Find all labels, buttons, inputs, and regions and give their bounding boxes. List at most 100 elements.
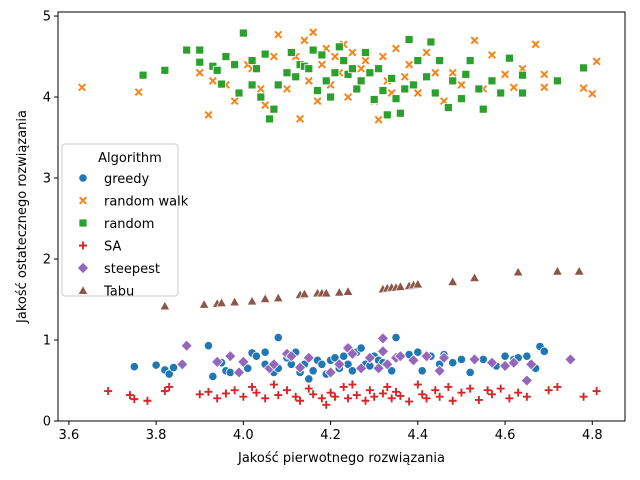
data-point — [265, 114, 274, 124]
legend-entry-label: steepest — [104, 262, 160, 277]
data-point — [356, 343, 366, 353]
axis-ticks: 3.6 3.8 4.0 4.2 4.4 4.6 4.8 0 1 2 3 4 5 — [43, 10, 603, 443]
data-point — [448, 396, 457, 405]
plot-area-frame — [57, 11, 626, 422]
data-point — [321, 76, 331, 86]
data-point — [313, 86, 322, 95]
data-point — [544, 386, 553, 395]
data-point — [407, 354, 420, 367]
plot-marks — [78, 28, 601, 409]
data-point — [405, 397, 414, 406]
data-point — [317, 50, 327, 60]
data-point — [252, 388, 261, 397]
data-point — [211, 355, 224, 369]
y-tick-label: 4 — [43, 91, 51, 106]
data-point — [299, 288, 310, 298]
data-point — [507, 356, 520, 369]
data-point — [348, 380, 357, 389]
data-point — [456, 354, 467, 365]
data-point — [251, 351, 262, 361]
data-point — [369, 95, 379, 104]
data-point — [430, 88, 440, 98]
data-point — [552, 76, 562, 86]
legend-marker — [76, 261, 90, 275]
x-tick-label: 4.2 — [320, 428, 341, 443]
data-point — [487, 390, 496, 399]
data-point — [176, 358, 189, 371]
data-point — [344, 394, 353, 403]
data-point — [339, 382, 348, 391]
data-point — [413, 56, 423, 65]
data-point — [383, 382, 392, 391]
data-point — [182, 45, 192, 55]
data-point — [234, 88, 244, 98]
data-point — [330, 68, 340, 78]
y-tick-label: 5 — [43, 10, 51, 25]
data-point — [330, 392, 339, 401]
data-point — [347, 366, 358, 376]
data-point — [259, 293, 271, 303]
data-point — [540, 70, 549, 79]
data-point — [273, 332, 283, 343]
data-point — [592, 387, 601, 396]
data-point — [522, 351, 532, 361]
data-point — [348, 64, 357, 74]
data-point — [313, 97, 322, 106]
data-point — [216, 297, 227, 307]
data-point — [252, 64, 261, 74]
data-point — [213, 394, 222, 403]
y-axis-label: Jakość ostatecznego rozwiązania — [15, 110, 30, 324]
data-point — [267, 358, 281, 371]
data-point — [520, 374, 534, 387]
data-point — [448, 68, 457, 77]
data-point — [376, 332, 390, 345]
data-point — [392, 44, 400, 53]
data-point — [342, 285, 354, 296]
data-point — [374, 115, 383, 124]
data-point — [212, 65, 222, 75]
data-point — [501, 70, 510, 79]
data-point — [365, 68, 375, 78]
data-point — [334, 42, 344, 52]
data-point — [291, 392, 300, 401]
data-point — [509, 83, 518, 92]
data-point — [261, 394, 270, 403]
data-point — [378, 389, 387, 398]
data-point — [304, 374, 314, 384]
data-point — [352, 84, 362, 94]
data-point — [372, 362, 385, 375]
data-point — [309, 28, 318, 37]
series-sa — [104, 380, 601, 409]
data-point — [478, 104, 488, 114]
data-point — [348, 48, 357, 57]
x-tick-label: 4.4 — [407, 428, 428, 443]
data-point — [333, 358, 346, 371]
data-point — [418, 390, 427, 399]
data-point — [426, 37, 436, 47]
data-point — [317, 359, 327, 369]
data-point — [405, 60, 414, 69]
data-point — [579, 84, 588, 93]
data-point — [230, 97, 239, 106]
data-point — [465, 56, 475, 65]
data-point — [466, 384, 475, 393]
data-point — [269, 52, 278, 61]
data-point — [243, 363, 253, 373]
data-point — [269, 380, 278, 389]
data-point — [344, 93, 353, 102]
legend-entry-label: greedy — [104, 172, 150, 187]
data-point — [474, 84, 484, 94]
data-point — [160, 387, 169, 396]
data-point — [221, 389, 230, 398]
x-tick-label: 3.6 — [59, 428, 80, 443]
series-random — [138, 28, 588, 124]
data-point — [330, 52, 339, 61]
data-point — [239, 392, 248, 401]
data-point — [296, 114, 305, 123]
data-point — [286, 48, 296, 57]
data-point — [514, 388, 523, 397]
y-tick-label: 2 — [43, 253, 51, 268]
data-point — [531, 40, 540, 49]
data-point — [553, 382, 562, 391]
